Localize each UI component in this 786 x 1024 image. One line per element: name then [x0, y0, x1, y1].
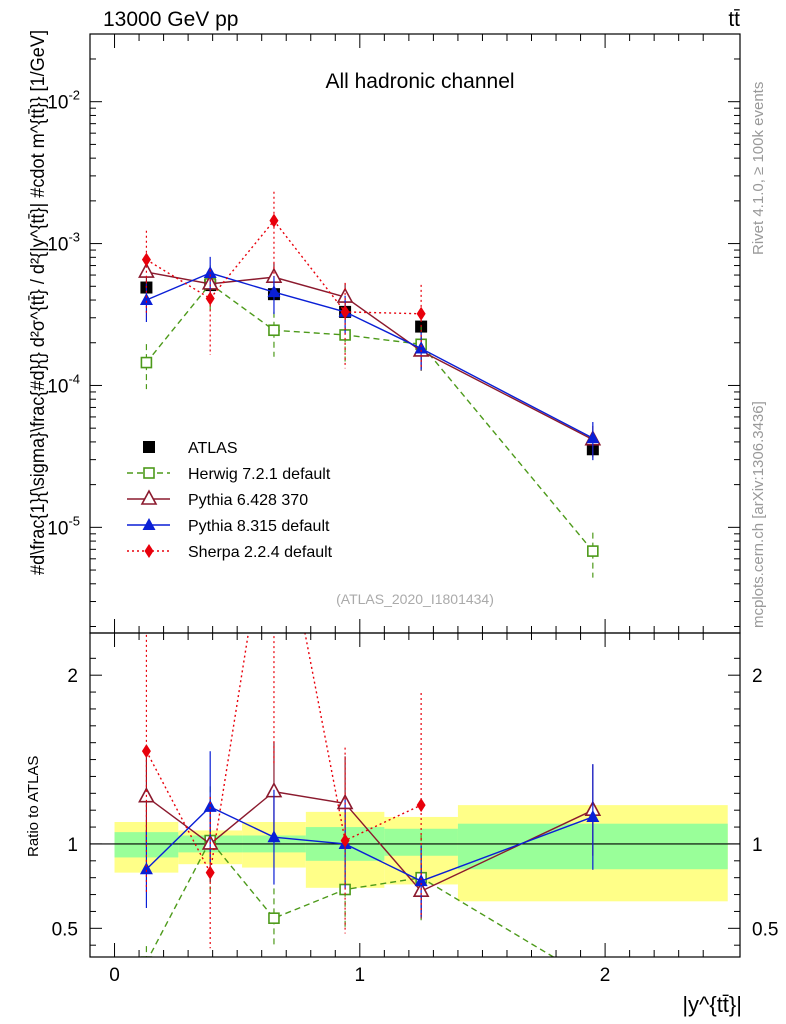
legend-entry: Sherpa 2.2.4 default — [127, 544, 333, 561]
legend-marker — [144, 544, 154, 558]
series-pythia-6-428-370 — [138, 258, 602, 458]
ratio-series-line — [148, 839, 555, 957]
series-line — [145, 282, 594, 552]
rivet-label: Rivet 4.1.0, ≥ 100k events — [750, 82, 767, 255]
legend-marker — [143, 467, 155, 479]
data-point — [141, 252, 151, 267]
data-point — [586, 431, 600, 444]
series-atlas — [140, 279, 599, 456]
data-point — [139, 293, 153, 306]
energy-label: 13000 GeV pp — [103, 8, 238, 31]
main-y-tick-exponent: -4 — [68, 371, 80, 386]
x-tick-label: 2 — [600, 965, 611, 986]
legend-entry: Herwig 7.2.1 default — [127, 466, 331, 483]
x-axis-label: |y^{tt̄}| — [682, 992, 742, 1017]
main-y-tick-label: 10-2 — [47, 88, 80, 114]
ratio-y-tick-label: 0.5 — [52, 919, 78, 940]
series-line — [146, 219, 422, 315]
legend-label: Pythia 8.315 default — [188, 518, 330, 535]
data-point — [268, 324, 280, 337]
ratio-y-tick-label: 2 — [67, 666, 78, 687]
data-point — [269, 213, 279, 228]
legend-marker — [140, 489, 158, 505]
ratio-series-line — [145, 790, 594, 893]
data-point — [140, 356, 153, 369]
legend-entry: Pythia 6.428 370 — [127, 489, 308, 509]
x-tick-label: 0 — [109, 965, 120, 986]
legend-entry: ATLAS — [143, 440, 238, 457]
main-title: All hadronic channel — [325, 70, 514, 93]
data-point — [416, 306, 426, 321]
data-point — [205, 291, 215, 306]
ratio-content — [90, 633, 740, 986]
ratio-y-tick-label-right: 0.5 — [752, 919, 778, 940]
main-y-tick-label: 10-5 — [47, 513, 80, 539]
ratio-data-point — [268, 912, 280, 924]
series-line — [146, 271, 594, 441]
watermark: (ATLAS_2020_I1801434) — [336, 591, 494, 607]
ratio-y-tick-label: 1 — [67, 835, 78, 856]
main-y-tick-exponent: -2 — [68, 88, 80, 103]
legend-label: Sherpa 2.2.4 default — [188, 544, 333, 561]
ratio-data-point — [267, 830, 281, 843]
ratio-series-pythia-8-315-default — [139, 751, 600, 917]
data-point — [340, 304, 350, 319]
series-sherpa-2-2-4-default — [141, 191, 426, 371]
source-label: mcplots.cern.ch [arXiv:1306.3436] — [750, 401, 767, 628]
legend-label: Pythia 6.428 370 — [188, 492, 308, 509]
ratio-data-point — [203, 799, 217, 812]
main-y-tick-exponent: -3 — [68, 230, 80, 245]
ratio-data-point — [586, 809, 600, 822]
main-y-axis-label: #d\frac{1}{\sigma}\frac{#d}{} d²σ^{tt̄} … — [28, 30, 49, 575]
data-point — [203, 266, 217, 279]
legend-marker — [143, 441, 155, 453]
main-panel: 10-5 10-4 10-3 10-2 ATLAS Herwig 7.2.1 defaul… — [47, 33, 741, 634]
legend-marker — [142, 518, 156, 530]
x-tick-label: 1 — [355, 965, 366, 986]
ratio-y-axis-label: Ratio to ATLAS — [25, 756, 42, 857]
ratio-frame — [89, 632, 741, 958]
ratio-data-point — [140, 956, 153, 957]
ratio-data-point — [416, 798, 426, 813]
ratio-panel: 0.5 0.5 1 1 2 2 0 1 2 — [52, 632, 778, 986]
data-point — [267, 285, 281, 298]
ratio-data-point — [141, 744, 151, 759]
ratio-data-point — [205, 865, 215, 880]
main-y-tick-label: 10-4 — [47, 371, 80, 397]
legend-entry: Pythia 8.315 default — [127, 518, 330, 535]
ratio-data-point — [588, 976, 598, 986]
ratio-y-tick-label-right: 2 — [752, 666, 763, 687]
ratio-data-point — [139, 862, 153, 875]
data-point — [414, 341, 428, 354]
process-label: tt̄ — [728, 8, 740, 31]
main-y-tick-exponent: -5 — [68, 513, 80, 528]
ratio-series-line — [145, 805, 594, 882]
ratio-data-point — [340, 833, 350, 848]
main-y-tick-label: 10-3 — [47, 230, 80, 256]
legend-label: ATLAS — [188, 440, 238, 457]
ratio-y-tick-label-right: 1 — [752, 835, 763, 856]
ratio-data-point — [414, 874, 428, 887]
legend-label: Herwig 7.2.1 default — [188, 466, 331, 483]
ratio-series-sherpa-2-2-4-default — [141, 633, 426, 949]
data-point — [587, 545, 599, 557]
series-line — [146, 272, 594, 439]
ratio-series-line — [145, 633, 422, 875]
